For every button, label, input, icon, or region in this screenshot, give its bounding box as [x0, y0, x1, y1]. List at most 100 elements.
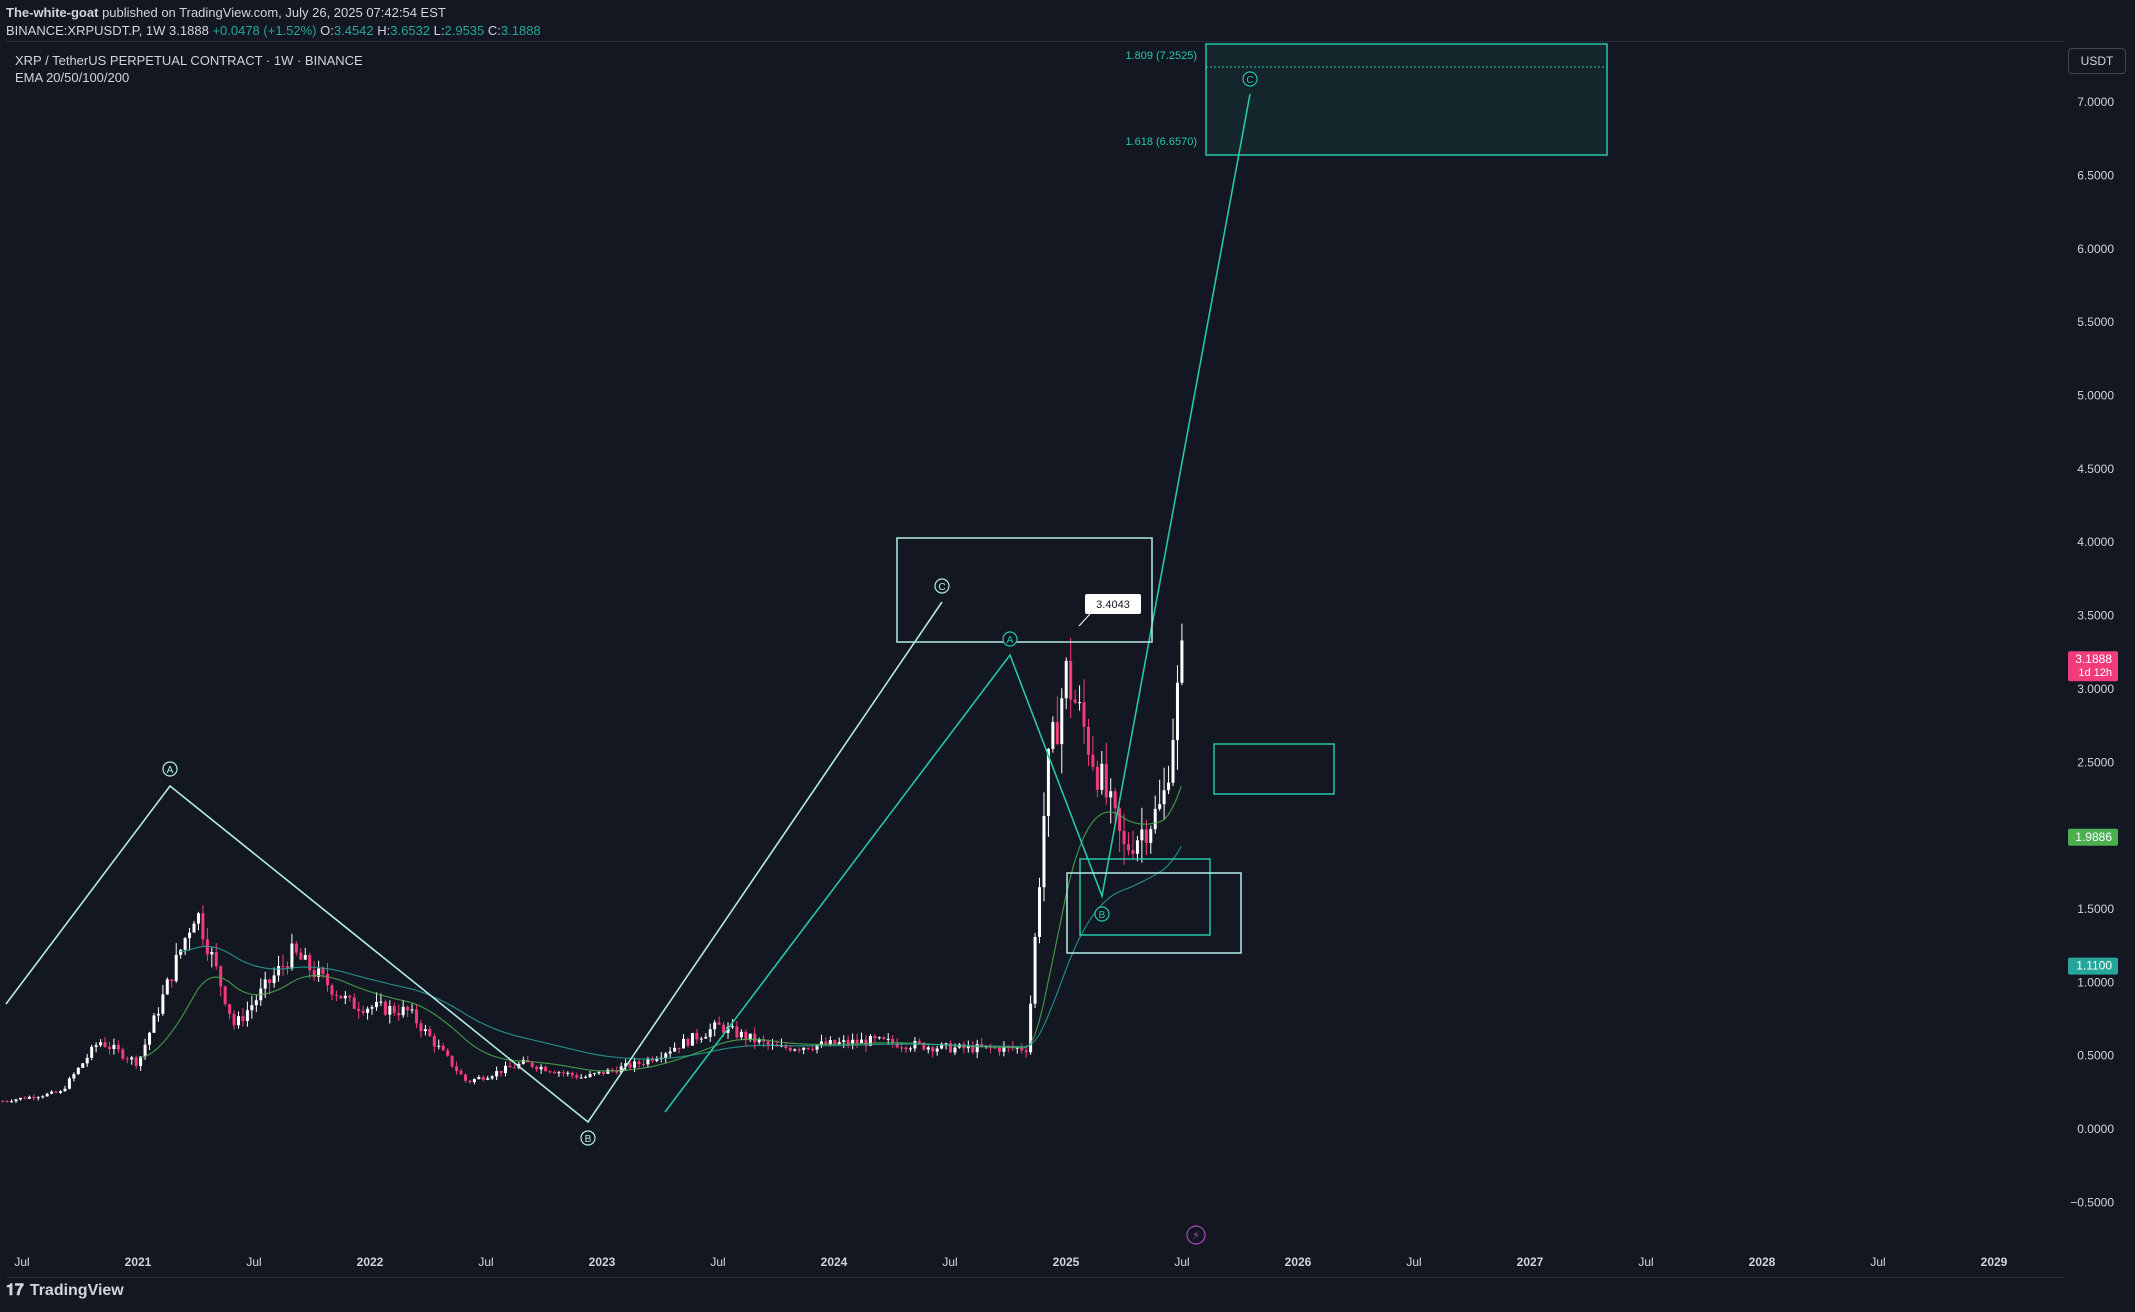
candle-body [646, 1058, 650, 1065]
ohlc-line: BINANCE:XRPUSDT.P, 1W 3.1888 +0.0478 (+1… [6, 22, 541, 40]
legend-indicator[interactable]: EMA 20/50/100/200 [15, 70, 130, 85]
candle-body [27, 1096, 31, 1099]
candle-body [677, 1047, 681, 1049]
candle-body [1024, 1050, 1028, 1053]
candle-body [837, 1042, 841, 1045]
x-tick-label: 2025 [1053, 1255, 1080, 1269]
candle-body [1118, 808, 1122, 831]
y-tick-label: 1.0000 [2077, 975, 2114, 989]
candle-body [410, 1009, 414, 1011]
candle-body [699, 1038, 703, 1040]
candle-body [535, 1066, 539, 1070]
tradingview-logo[interactable]: 𝟏𝟕 TradingView [6, 1282, 124, 1300]
candle-body [1055, 722, 1059, 745]
candle-body [67, 1078, 71, 1089]
fib-1618-label: 1.618 (6.6570) [1125, 136, 1197, 148]
target-box-c [896, 537, 1153, 643]
candle-body [59, 1091, 63, 1093]
candle-body [949, 1043, 953, 1053]
candle-body [566, 1072, 570, 1074]
chart-pane[interactable] [6, 41, 2064, 1278]
x-tick-label: Jul [246, 1255, 261, 1269]
candle-body [828, 1040, 832, 1045]
candle-body [90, 1046, 94, 1058]
lightning-glyph: ⚡ [1192, 1230, 1200, 1242]
candle-body [1095, 766, 1099, 790]
candle-body [610, 1069, 614, 1071]
legend-title[interactable]: XRP / TetherUS PERPETUAL CONTRACT · 1W ·… [15, 53, 363, 68]
candle-body [588, 1073, 592, 1077]
candle-body [1069, 660, 1073, 700]
candle-body [926, 1047, 930, 1050]
y-tick-label: 1.5000 [2077, 902, 2114, 916]
author-name[interactable]: The-white-goat [6, 5, 99, 20]
lightning-icon [1186, 1225, 1206, 1245]
wave-label-a2-circle [1002, 631, 1018, 647]
candle-body [299, 952, 303, 960]
candle-body [277, 966, 281, 976]
candle-body [935, 1048, 939, 1052]
y-tick-label: 5.5000 [2077, 315, 2114, 329]
candle-body [873, 1036, 877, 1039]
candle-body [944, 1043, 948, 1045]
candle-body [1051, 722, 1055, 749]
wave-label-a1: A [167, 765, 174, 776]
candle-body [624, 1063, 628, 1067]
candle-body [695, 1033, 699, 1040]
peak-label-box [1085, 594, 1141, 614]
candle-body [192, 923, 196, 933]
candle-body [713, 1022, 717, 1030]
currency-button[interactable]: USDT [2068, 48, 2126, 74]
price-badge-value: 1.1100 [2076, 959, 2112, 973]
candle-body [481, 1077, 485, 1080]
wave-abc-primary [5, 601, 943, 1124]
candle-body [241, 1016, 245, 1021]
candle-body [188, 932, 192, 939]
open-label: O: [320, 23, 334, 38]
candle-body [570, 1072, 574, 1076]
candle-body [917, 1040, 921, 1043]
candle-body [423, 1029, 427, 1032]
candle-body [1038, 887, 1042, 937]
candle-body [1153, 808, 1157, 830]
x-tick-label: Jul [1406, 1255, 1421, 1269]
candle-body [437, 1045, 441, 1047]
candle-body [1109, 791, 1113, 798]
support-box-teal [1079, 858, 1211, 936]
candle-body [397, 1013, 401, 1016]
candle-body [374, 1001, 378, 1008]
candle-body [575, 1075, 579, 1078]
candle-body [1113, 791, 1117, 809]
candle-body [557, 1072, 561, 1074]
author-line: The-white-goat published on TradingView.… [6, 4, 541, 22]
wave-label-c2-circle [1242, 71, 1258, 87]
candle-body [290, 943, 294, 969]
wave-label-c1-circle [934, 578, 950, 594]
candle-body [1104, 763, 1108, 798]
candle-body [36, 1097, 40, 1099]
candle-body [14, 1099, 18, 1102]
y-tick-label: 3.5000 [2077, 609, 2114, 623]
candle-body [548, 1071, 552, 1073]
candle-body [134, 1057, 138, 1066]
wave-label-b1-circle [580, 1130, 596, 1146]
candle-body [10, 1101, 14, 1103]
candle-body [214, 952, 218, 967]
candle-body [116, 1044, 120, 1050]
candle-body [1082, 702, 1086, 727]
candle-body [637, 1061, 641, 1065]
candle-body [468, 1080, 472, 1083]
price-badge-value: 1.9886 [2075, 830, 2112, 844]
wave-label-b1: B [585, 1134, 592, 1145]
candle-body [975, 1044, 979, 1053]
candle-body [530, 1062, 534, 1067]
candle-body [1091, 754, 1095, 767]
candle-body [1158, 804, 1162, 809]
wave-label-c2: C [1246, 75, 1253, 86]
candle-body [148, 1032, 152, 1045]
y-tick-label: 4.0000 [2077, 535, 2114, 549]
price-badge-bg [2068, 828, 2118, 846]
candle-body [904, 1047, 908, 1050]
